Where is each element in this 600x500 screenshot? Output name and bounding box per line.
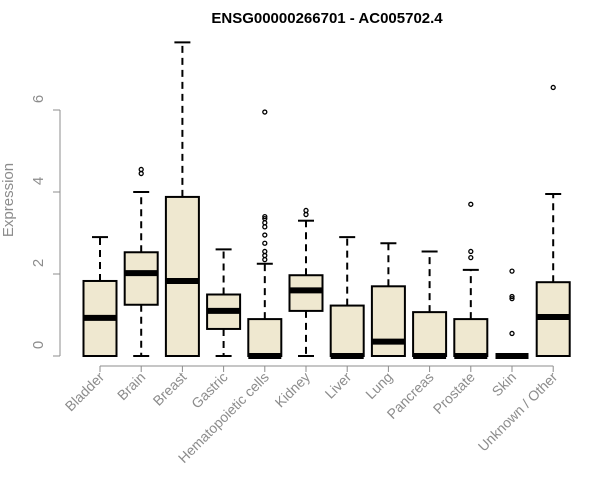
box-iqr <box>247 318 283 358</box>
y-axis-label: Expression <box>0 163 17 237</box>
box-group <box>247 109 283 359</box>
box-group <box>288 207 324 357</box>
outlier-point <box>303 211 309 218</box>
box-group <box>206 248 242 357</box>
x-tick-label: Lung <box>362 369 395 402</box>
outlier-point <box>262 215 268 222</box>
y-tick-label: 4 <box>30 177 47 185</box>
outlier-point <box>262 224 268 230</box>
outlier-point <box>509 293 515 300</box>
x-tick-label: Bladder <box>62 369 108 415</box>
outlier-point <box>262 109 268 115</box>
outlier-point <box>262 252 268 259</box>
x-tick-label: Prostate <box>430 369 478 417</box>
y-tick-label: 0 <box>30 341 47 349</box>
outlier-point <box>262 213 268 220</box>
box-group <box>453 201 489 359</box>
box-group <box>82 236 118 357</box>
outlier-point <box>509 330 515 337</box>
box-iqr <box>123 251 159 306</box>
box-group <box>370 242 406 357</box>
outlier-point <box>262 220 268 226</box>
box-iqr <box>164 195 200 357</box>
boxes <box>82 41 571 359</box>
box-group <box>535 84 571 358</box>
box-group <box>329 236 365 359</box>
x-tick-label: Brain <box>114 369 148 403</box>
outlier-point <box>509 295 515 302</box>
outlier-point <box>303 207 309 214</box>
x-tick-label: Kidney <box>272 369 314 411</box>
box-iqr <box>329 304 365 358</box>
outlier-point <box>550 84 556 91</box>
outlier-point <box>468 248 474 255</box>
box-iqr <box>370 285 406 357</box>
outlier-point <box>138 166 144 173</box>
box-group <box>123 166 159 357</box>
box-group <box>495 268 529 359</box>
y-tick-label: 6 <box>30 95 47 103</box>
x-tick-label: Liver <box>322 369 355 402</box>
x-tick-label: Breast <box>150 369 190 409</box>
outlier-point <box>138 170 144 177</box>
box-group <box>164 41 200 357</box>
outlier-point <box>468 254 474 261</box>
chart-title: ENSG00000266701 - AC005702.4 <box>211 10 443 27</box>
x-tick-label: Skin <box>489 369 520 400</box>
outlier-point <box>262 232 268 238</box>
outlier-point <box>509 268 515 274</box>
outlier-point <box>468 201 474 207</box>
box-iqr <box>453 318 489 358</box>
outlier-point <box>262 248 268 255</box>
outlier-point <box>262 256 268 263</box>
y-tick-label: 2 <box>30 259 47 267</box>
box-iqr <box>412 311 448 358</box>
box-group <box>412 250 448 359</box>
outlier-point <box>262 240 268 246</box>
